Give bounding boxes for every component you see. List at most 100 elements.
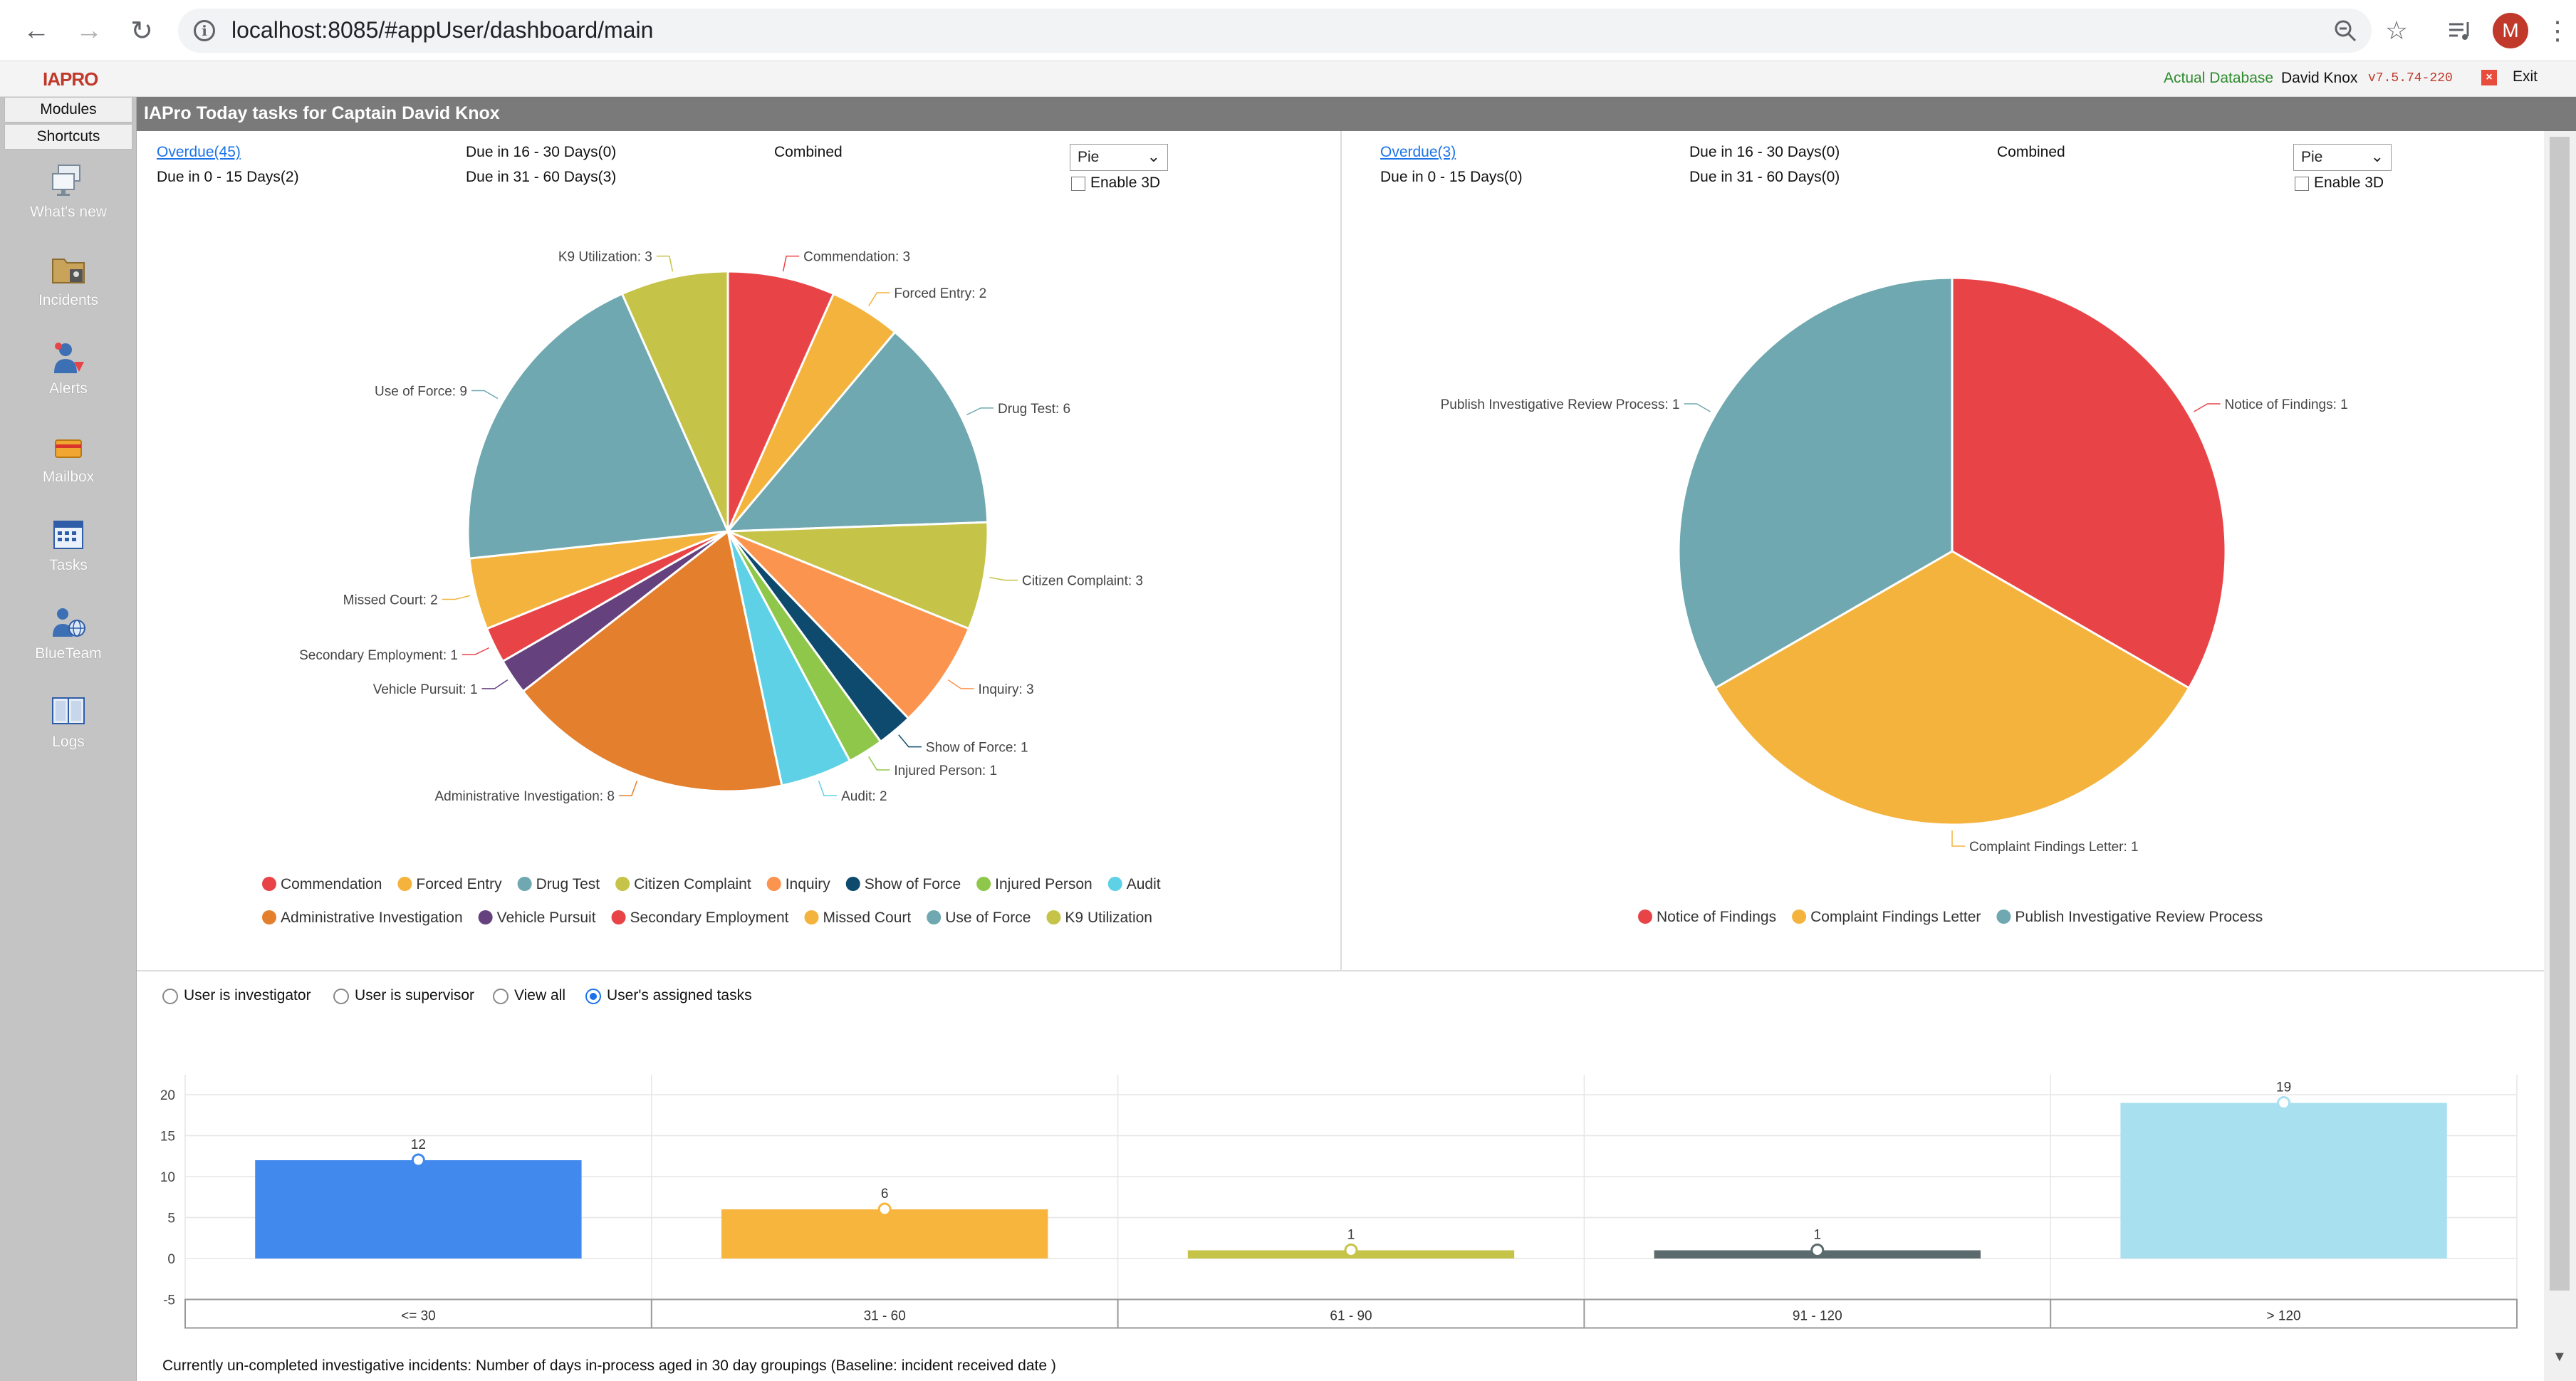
sidebar-item-alerts[interactable]: Alerts — [0, 340, 137, 419]
due-0-15-link[interactable]: Due in 0 - 15 Days(2) — [157, 169, 299, 185]
pie-slice[interactable] — [1714, 550, 2191, 826]
pie-slice-label: Commendation: 3 — [803, 250, 910, 265]
enable-3d-checkbox[interactable] — [1071, 177, 1085, 191]
address-bar[interactable]: i localhost:8085/#appUser/dashboard/main — [178, 9, 2372, 53]
overdue-link[interactable]: Overdue(3) — [1380, 144, 1456, 160]
radio-button[interactable] — [162, 989, 178, 1004]
bar[interactable] — [255, 1160, 582, 1258]
sidebar-item-mailbox[interactable]: Mailbox — [0, 429, 137, 507]
pie-slice[interactable] — [725, 330, 989, 533]
mailbox-icon — [48, 429, 88, 464]
legend-item[interactable]: Notice of Findings — [1657, 909, 1776, 925]
legend-item[interactable]: Administrative Investigation — [281, 910, 463, 926]
legend-marker — [1046, 910, 1061, 924]
legend-item[interactable]: Injured Person — [995, 876, 1093, 892]
legend-item[interactable]: Inquiry — [786, 876, 831, 892]
due-31-60-link[interactable]: Due in 31 - 60 Days(3) — [466, 169, 617, 185]
pie-slice-label: Show of Force: 1 — [926, 741, 1028, 756]
pie-slice[interactable] — [727, 521, 989, 630]
due-0-15-link[interactable]: Due in 0 - 15 Days(0) — [1380, 169, 1523, 185]
legend-item[interactable]: Forced Entry — [416, 876, 502, 892]
bar[interactable] — [2120, 1103, 2447, 1259]
due-16-30-link[interactable]: Due in 16 - 30 Days(0) — [1689, 144, 1840, 160]
info-icon[interactable]: i — [194, 20, 215, 41]
scroll-down-icon[interactable]: ▼ — [2552, 1349, 2567, 1365]
legend-item[interactable]: Publish Investigative Review Process — [2015, 909, 2263, 925]
chevron-down-icon: ⌄ — [2370, 147, 2384, 165]
legend-item[interactable]: Secondary Employment — [630, 910, 789, 926]
tab-shortcuts[interactable]: Shortcuts — [4, 124, 132, 150]
exit-icon[interactable]: × — [2481, 70, 2497, 85]
legend-item[interactable]: Complaint Findings Letter — [1810, 909, 1981, 925]
sidebar-item-label: Tasks — [49, 557, 88, 573]
legend-marker — [1107, 877, 1122, 891]
profile-avatar[interactable]: M — [2493, 13, 2528, 48]
legend-item[interactable]: Vehicle Pursuit — [497, 910, 596, 926]
pie-slice[interactable] — [620, 270, 729, 532]
pie-label-connector — [471, 390, 499, 400]
overdue-link[interactable]: Overdue(45) — [157, 144, 241, 160]
radio-label[interactable]: View all — [514, 987, 565, 1004]
legend-item[interactable]: Audit — [1127, 876, 1161, 892]
pie-slice[interactable] — [521, 529, 783, 793]
scrollbar-thumb[interactable] — [2550, 137, 2570, 1291]
pie-slice-label: Notice of Findings: 1 — [2225, 397, 2348, 412]
browser-toolbar: ← → ↻ i localhost:8085/#appUser/dashboar… — [0, 0, 2576, 61]
sidebar-item-tasks[interactable]: Tasks — [0, 517, 137, 595]
y-tick-label: 5 — [167, 1211, 175, 1226]
pie-slice[interactable] — [466, 292, 730, 560]
radio-label[interactable]: User is investigator — [184, 987, 311, 1004]
legend-item[interactable]: Show of Force — [865, 876, 961, 892]
pie-slice[interactable] — [726, 530, 971, 720]
left-chart-panel: Overdue(45) Due in 0 - 15 Days(2) Due in… — [137, 131, 1340, 970]
menu-dots-icon[interactable]: ⋮ — [2545, 16, 2570, 45]
legend-item[interactable]: Drug Test — [536, 876, 600, 892]
legend-item[interactable]: Commendation — [281, 876, 382, 892]
bar-marker — [877, 1202, 892, 1216]
legend-item[interactable]: Use of Force — [945, 910, 1031, 926]
page-title: IAPro Today tasks for Captain David Knox — [144, 103, 500, 123]
exit-link[interactable]: Exit — [2513, 68, 2538, 85]
reload-icon[interactable]: ↻ — [130, 16, 153, 46]
bar[interactable] — [721, 1209, 1048, 1258]
radio-label[interactable]: User is supervisor — [355, 987, 475, 1004]
due-16-30-link[interactable]: Due in 16 - 30 Days(0) — [466, 144, 617, 160]
vertical-scrollbar[interactable]: ▼ — [2544, 131, 2576, 1381]
forward-icon[interactable]: → — [75, 15, 103, 46]
due-31-60-link[interactable]: Due in 31 - 60 Days(0) — [1689, 169, 1840, 185]
sidebar-item-logs[interactable]: Logs — [0, 694, 137, 772]
dashboard-content: Overdue(45) Due in 0 - 15 Days(2) Due in… — [137, 131, 2544, 1381]
sidebar-item-blueteam[interactable]: BlueTeam — [0, 605, 137, 684]
legend-item[interactable]: Missed Court — [823, 910, 912, 926]
chart-type-select[interactable]: Pie ⌄ — [1070, 144, 1168, 171]
enable-3d-label[interactable]: Enable 3D — [2314, 174, 2384, 191]
enable-3d-checkbox[interactable] — [2295, 177, 2309, 191]
enable-3d-label[interactable]: Enable 3D — [1090, 174, 1161, 191]
bookmark-star-icon[interactable]: ☆ — [2384, 16, 2409, 45]
pie-label-connector — [868, 292, 890, 307]
url-text[interactable]: localhost:8085/#appUser/dashboard/main — [231, 17, 654, 43]
bar-marker — [2277, 1096, 2291, 1110]
combined-link[interactable]: Combined — [774, 144, 843, 160]
radio-button-selected[interactable] — [585, 989, 601, 1004]
legend-item[interactable]: K9 Utilization — [1065, 910, 1152, 926]
folder-icon — [48, 252, 88, 288]
pie-slice[interactable] — [1677, 276, 1954, 690]
radio-button[interactable] — [333, 989, 349, 1004]
database-label: Actual Database — [2164, 70, 2274, 86]
sidebar-item-whats-new[interactable]: What's new — [0, 164, 137, 242]
zoom-icon[interactable] — [2329, 14, 2362, 47]
media-queue-icon[interactable] — [2443, 14, 2476, 47]
pie-slice-label: Secondary Employment: 1 — [299, 648, 458, 663]
legend-item[interactable]: Citizen Complaint — [634, 876, 751, 892]
pie-slice[interactable] — [1951, 276, 2227, 690]
radio-label[interactable]: User's assigned tasks — [607, 987, 752, 1004]
back-icon[interactable]: ← — [23, 15, 50, 46]
radio-button[interactable] — [493, 989, 509, 1004]
chart-type-select[interactable]: Pie ⌄ — [2293, 144, 2392, 171]
book-icon — [48, 694, 88, 729]
combined-link[interactable]: Combined — [1997, 144, 2065, 160]
sidebar-item-incidents[interactable]: Incidents — [0, 252, 137, 330]
tab-modules[interactable]: Modules — [4, 97, 132, 123]
pie-slice[interactable] — [726, 270, 835, 532]
